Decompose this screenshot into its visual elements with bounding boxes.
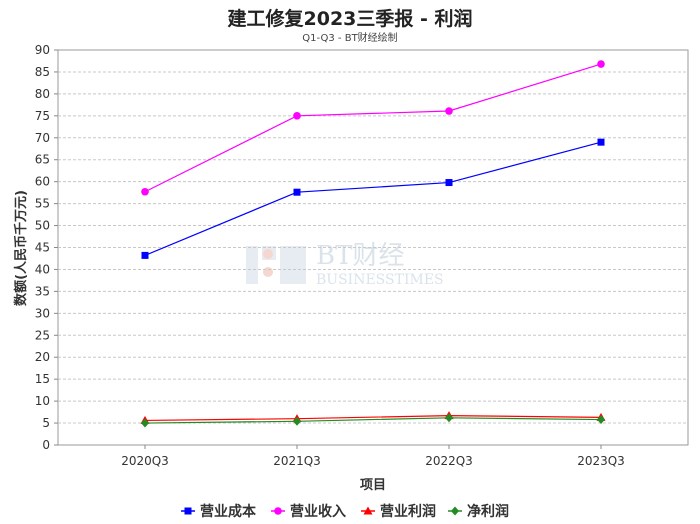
data-point xyxy=(445,107,453,115)
data-point xyxy=(141,251,149,259)
x-tick-label: 2022Q3 xyxy=(425,454,473,468)
series-2 xyxy=(141,60,605,196)
legend-item: 净利润 xyxy=(448,503,509,520)
y-tick-label: 65 xyxy=(35,153,50,167)
y-tick-label: 80 xyxy=(35,87,50,101)
legend: 营业成本 营业收入 营业利润 净利润 xyxy=(181,503,509,520)
legend-label: 营业利润 xyxy=(380,503,436,520)
legend-label: 营业收入 xyxy=(290,503,346,520)
data-point xyxy=(141,418,149,428)
y-tick-label: 90 xyxy=(35,43,50,57)
data-point xyxy=(445,179,453,187)
legend-label: 净利润 xyxy=(467,503,509,520)
series-line xyxy=(144,63,602,193)
gridlines xyxy=(58,71,688,424)
y-tick-label: 85 xyxy=(35,65,50,79)
legend-item: 营业成本 xyxy=(181,503,257,520)
legend-marker xyxy=(451,506,459,516)
watermark-tagline: BUSINESSTIMES xyxy=(316,272,444,288)
series-line xyxy=(144,141,602,256)
data-point xyxy=(293,416,301,426)
x-tick-label: 2023Q3 xyxy=(577,454,625,468)
data-point xyxy=(293,112,301,120)
x-axis-ticks: 2020Q3 2021Q3 2022Q3 2023Q3 xyxy=(121,445,625,468)
series-1 xyxy=(141,138,605,259)
y-tick-label: 30 xyxy=(35,306,50,320)
series-line xyxy=(144,417,602,424)
data-point xyxy=(445,413,453,423)
legend-label: 营业成本 xyxy=(200,503,257,520)
legend-item: 营业利润 xyxy=(361,503,436,520)
series-line xyxy=(144,414,602,422)
y-tick-label: 45 xyxy=(35,241,50,255)
y-tick-label: 40 xyxy=(35,262,50,276)
bt-watermark: BT财经 BUSINESSTIMES xyxy=(246,241,444,288)
y-tick-label: 15 xyxy=(35,372,50,386)
x-tick-label: 2021Q3 xyxy=(273,454,321,468)
legend-item: 营业收入 xyxy=(271,503,346,520)
chart-subtitle: Q1-Q3 - BT财经绘制 xyxy=(302,33,398,44)
y-tick-label: 10 xyxy=(35,394,50,408)
x-axis-title: 项目 xyxy=(360,478,386,493)
data-point xyxy=(293,188,301,196)
data-point xyxy=(597,415,605,425)
y-tick-label: 60 xyxy=(35,175,50,189)
chart-title: 建工修复2023三季报 - 利润 xyxy=(227,8,473,30)
data-point xyxy=(597,138,605,146)
x-tick-label: 2020Q3 xyxy=(121,454,169,468)
y-tick-label: 20 xyxy=(35,350,50,364)
series-layer xyxy=(140,60,606,428)
data-point xyxy=(597,60,605,68)
data-point xyxy=(141,187,149,196)
y-tick-label: 50 xyxy=(35,219,50,233)
y-tick-label: 5 xyxy=(42,416,50,430)
legend-marker xyxy=(184,507,192,515)
legend-marker xyxy=(274,507,282,515)
y-tick-label: 75 xyxy=(35,109,50,123)
watermark-brand: BT财经 xyxy=(316,241,404,271)
y-tick-label: 35 xyxy=(35,284,50,298)
y-tick-label: 25 xyxy=(35,328,50,342)
y-axis-title: 数额(人民币千万元) xyxy=(13,190,29,306)
series-4 xyxy=(141,413,605,428)
y-tick-label: 55 xyxy=(35,197,50,211)
y-tick-label: 70 xyxy=(35,131,50,145)
y-axis-ticks: 0 5 10 15 20 25 30 35 40 45 50 55 60 65 70 75 80 85 90 xyxy=(35,43,58,452)
legend-marker xyxy=(363,506,373,515)
y-tick-label: 0 xyxy=(42,438,50,452)
